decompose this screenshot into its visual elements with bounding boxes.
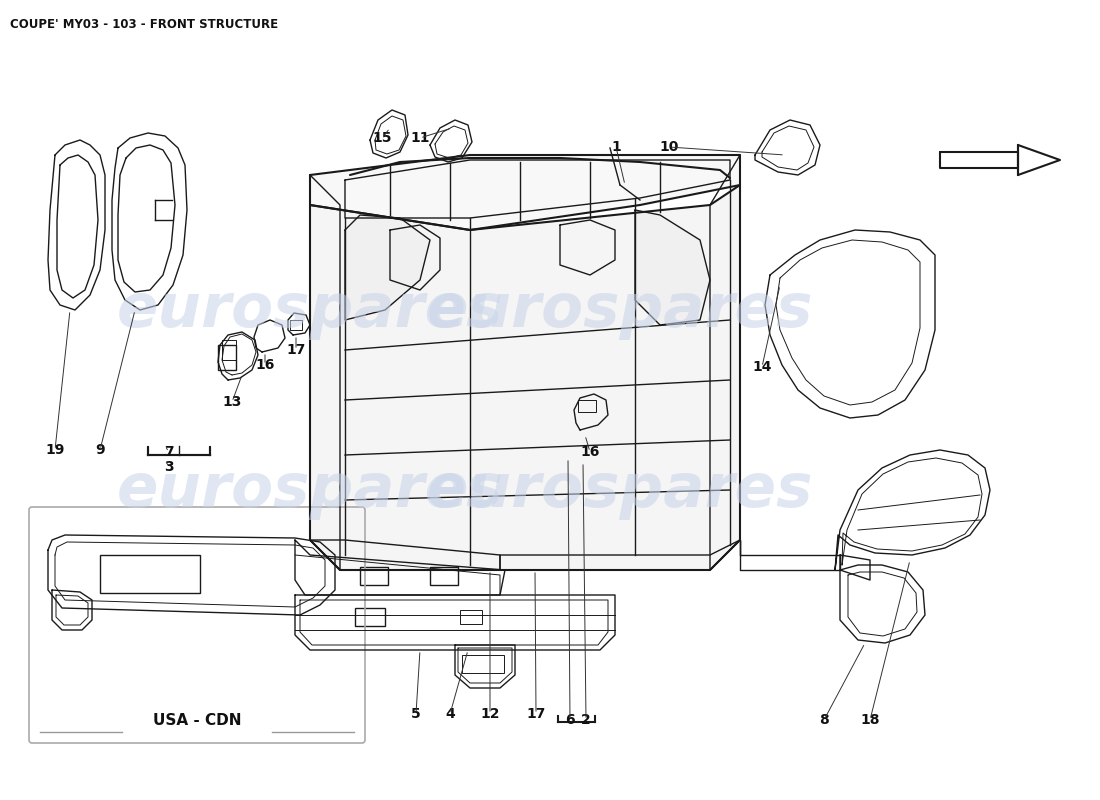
Bar xyxy=(460,610,482,624)
Text: 16: 16 xyxy=(581,445,600,459)
Text: 17: 17 xyxy=(526,707,546,721)
Bar xyxy=(462,655,504,673)
Text: 7: 7 xyxy=(164,445,174,459)
Bar xyxy=(578,400,596,412)
Polygon shape xyxy=(345,215,430,320)
Text: 19: 19 xyxy=(45,443,65,457)
Bar xyxy=(100,555,200,593)
Text: eurospares: eurospares xyxy=(117,461,504,519)
Text: 4: 4 xyxy=(446,707,455,721)
Bar xyxy=(290,320,303,330)
Text: 1: 1 xyxy=(612,140,620,154)
Text: 9: 9 xyxy=(96,443,104,457)
Bar xyxy=(222,340,236,360)
Polygon shape xyxy=(635,210,710,325)
Text: 5: 5 xyxy=(411,707,421,721)
Polygon shape xyxy=(310,540,500,570)
Text: 2: 2 xyxy=(581,713,591,727)
Text: 15: 15 xyxy=(372,131,392,145)
Text: 17: 17 xyxy=(286,343,306,357)
Polygon shape xyxy=(310,155,740,230)
Text: eurospares: eurospares xyxy=(427,281,813,339)
Text: eurospares: eurospares xyxy=(427,461,813,519)
Bar xyxy=(430,567,458,585)
Text: 12: 12 xyxy=(481,707,499,721)
Bar xyxy=(355,608,385,626)
Polygon shape xyxy=(310,185,740,570)
Polygon shape xyxy=(500,540,740,570)
Text: USA - CDN: USA - CDN xyxy=(153,713,241,728)
Text: COUPE' MY03 - 103 - FRONT STRUCTURE: COUPE' MY03 - 103 - FRONT STRUCTURE xyxy=(10,18,278,31)
Text: 6: 6 xyxy=(565,713,575,727)
Text: 3: 3 xyxy=(164,460,174,474)
Text: 13: 13 xyxy=(222,395,242,409)
Text: 8: 8 xyxy=(820,713,829,727)
Text: 16: 16 xyxy=(255,358,275,372)
Bar xyxy=(218,345,236,370)
Text: 18: 18 xyxy=(860,713,880,727)
Text: 10: 10 xyxy=(659,140,679,154)
Text: eurospares: eurospares xyxy=(117,281,504,339)
Text: 14: 14 xyxy=(752,360,772,374)
Bar xyxy=(360,567,388,585)
Text: 11: 11 xyxy=(410,131,430,145)
